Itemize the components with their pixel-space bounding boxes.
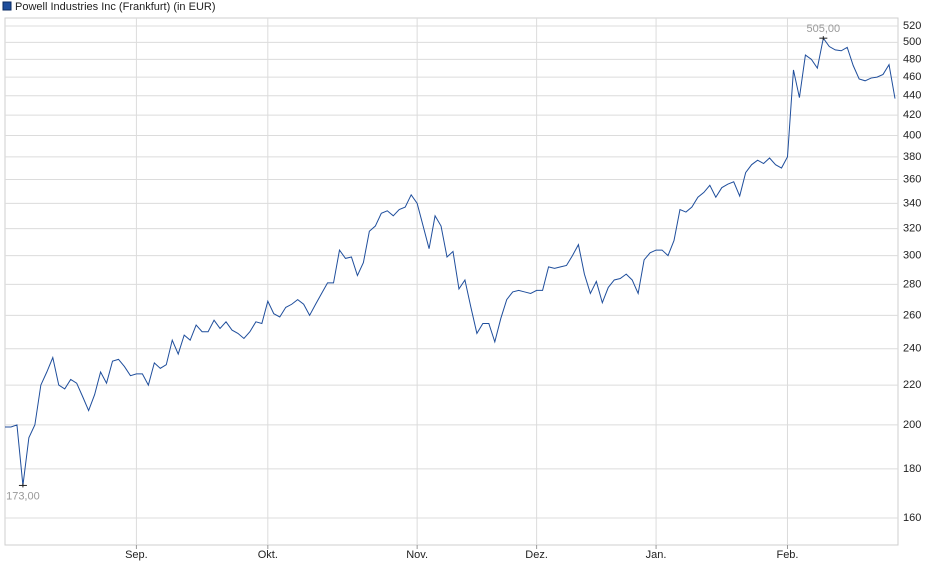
y-tick-label: 400 — [903, 129, 921, 141]
y-tick-label: 340 — [903, 197, 921, 209]
y-tick-label: 260 — [903, 309, 921, 321]
y-tick-label: 360 — [903, 173, 921, 185]
price-line — [5, 36, 896, 486]
y-tick-label: 380 — [903, 151, 921, 163]
y-tick-label: 200 — [903, 419, 921, 431]
x-tick-label: Dez. — [525, 549, 548, 561]
y-tick-label: 320 — [903, 223, 921, 235]
value-label: 173,00 — [6, 490, 40, 502]
y-tick-label: 220 — [903, 379, 921, 391]
y-tick-label: 500 — [903, 36, 921, 48]
x-tick-label: Sep. — [125, 549, 148, 561]
chart-title: Powell Industries Inc (Frankfurt) (in EU… — [15, 1, 216, 13]
y-tick-label: 440 — [903, 90, 921, 102]
y-tick-label: 520 — [903, 20, 921, 32]
plot-frame — [4, 17, 899, 546]
y-tick-label: 180 — [903, 463, 921, 475]
y-tick-label: 480 — [903, 53, 921, 65]
y-tick-label: 420 — [903, 109, 921, 121]
y-tick-label: 240 — [903, 343, 921, 355]
x-tick-label: Feb. — [776, 549, 798, 561]
y-tick-label: 280 — [903, 278, 921, 290]
x-tick-label: Jan. — [646, 549, 667, 561]
value-label: 505,00 — [806, 23, 840, 35]
x-tick-label: Nov. — [406, 549, 428, 561]
y-tick-label: 460 — [903, 71, 921, 83]
legend-swatch — [2, 1, 12, 11]
x-tick-label: Okt. — [258, 549, 278, 561]
y-tick-label: 160 — [903, 512, 921, 524]
y-tick-label: 300 — [903, 250, 921, 262]
